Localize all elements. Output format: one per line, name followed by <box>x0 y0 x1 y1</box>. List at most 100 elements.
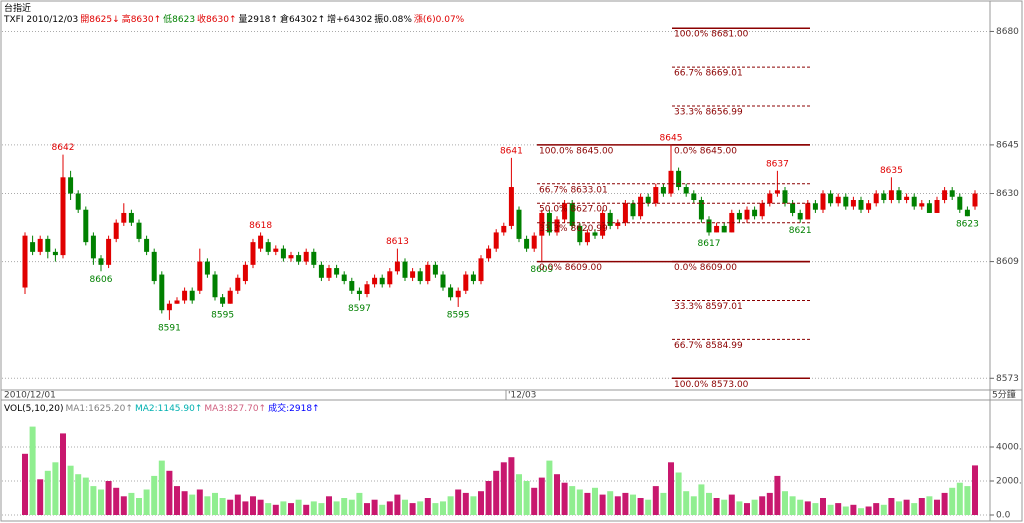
info-item: MA1:1625.20↑ <box>65 404 133 414</box>
candle-body <box>106 238 112 265</box>
volume-bar <box>394 494 401 515</box>
volume-bar <box>698 484 705 515</box>
info-item: 量2918↑ <box>238 15 278 25</box>
volume-bar <box>934 499 940 515</box>
candle-body <box>83 209 89 243</box>
fib-label: 0.0% 8645.00 <box>674 146 737 156</box>
volume-bar <box>333 501 340 515</box>
volume-bar <box>516 474 522 515</box>
volume-bar <box>614 496 621 515</box>
high-label: 8642 <box>52 143 75 153</box>
volume-bar <box>842 506 849 515</box>
y-tick-label: 8630 <box>996 189 1019 199</box>
volume-bar <box>37 479 44 515</box>
volume-bar <box>538 477 545 515</box>
candle-body <box>45 238 51 252</box>
volume-bar <box>462 492 469 515</box>
candle-body <box>182 290 188 301</box>
volume-bar <box>234 494 241 515</box>
info-item: TXFI 2010/12/03 <box>4 15 79 25</box>
candle-body <box>782 190 788 204</box>
candle-body <box>584 232 590 243</box>
candle-body <box>60 177 66 256</box>
volume-bar <box>766 492 773 515</box>
volume-bar <box>440 501 446 515</box>
candle-body <box>37 238 43 252</box>
volume-bar <box>858 508 864 515</box>
volume-bar <box>493 470 500 515</box>
info-item: 低8623 <box>163 15 196 25</box>
volume-bar <box>98 489 104 515</box>
candle-body <box>227 290 233 304</box>
volume-bar <box>341 498 348 515</box>
candle-body <box>866 203 872 210</box>
volume-bar <box>675 472 682 515</box>
y-tick-label: 8609 <box>996 257 1019 267</box>
volume-bar <box>713 498 720 515</box>
volume-bar <box>576 489 583 515</box>
candle-body <box>448 287 454 298</box>
volume-bar <box>500 462 507 515</box>
volume-bar <box>972 465 978 515</box>
volume-bar <box>295 499 302 515</box>
candle-body <box>220 297 226 304</box>
candle-body <box>835 196 841 204</box>
candle-body <box>478 258 484 282</box>
candle-body <box>235 277 241 291</box>
candle-body <box>144 238 150 252</box>
candle-body <box>486 248 492 259</box>
volume-bar <box>90 486 97 515</box>
candle-body <box>736 212 742 220</box>
volume-bar <box>759 496 766 515</box>
info-item: 收8630↑ <box>197 15 237 25</box>
volume-bar <box>60 433 66 515</box>
fib-label: 66.7% 8633.01 <box>539 185 608 195</box>
candle-body <box>850 200 856 207</box>
volume-bar <box>181 491 188 515</box>
candle-body <box>615 222 621 226</box>
volume-bar <box>105 481 112 515</box>
volume-bar <box>812 503 819 515</box>
fib-label: 66.7% 8669.01 <box>674 69 743 79</box>
high-label: 8645 <box>660 133 683 143</box>
candle-body <box>425 264 431 282</box>
low-label: 8591 <box>158 323 181 333</box>
volume-bar <box>736 501 743 515</box>
candle-body <box>774 190 780 194</box>
volume-bar <box>820 498 826 515</box>
volume-bar <box>386 501 393 515</box>
volume-bar <box>227 499 234 515</box>
volume-bar <box>774 475 781 515</box>
volume-bar <box>478 491 484 515</box>
candle-body <box>410 271 416 278</box>
volume-bar <box>128 492 135 515</box>
fib-label: 0.0% 8609.00 <box>539 263 602 273</box>
volume-bar <box>903 499 910 515</box>
fib-label: 50.0% 8627.00 <box>539 205 608 215</box>
volume-bar <box>645 499 652 515</box>
fib-label: 100.0% 8645.00 <box>539 146 614 156</box>
volume-bar <box>683 491 690 515</box>
candle-body <box>296 255 302 262</box>
volume-bar <box>189 494 196 515</box>
volume-bar <box>120 496 127 515</box>
low-label: 8623 <box>956 220 979 230</box>
volume-bar <box>652 486 659 515</box>
candle-body <box>516 209 522 239</box>
volume-bar <box>424 498 431 515</box>
volume-bar <box>523 481 530 515</box>
candle-body <box>258 235 264 249</box>
volume-bar <box>721 499 728 515</box>
volume-bar <box>630 494 636 515</box>
volume-bar <box>797 499 804 515</box>
volume-bar <box>136 498 142 515</box>
high-label: 8618 <box>249 221 272 231</box>
volume-bar <box>379 504 386 515</box>
candle-body <box>676 170 682 188</box>
volume-bar <box>607 491 614 515</box>
candle-body <box>174 300 180 304</box>
volume-bar <box>728 494 735 515</box>
candle-body <box>698 200 704 220</box>
volume-bar <box>660 492 667 515</box>
low-label: 8617 <box>698 239 721 249</box>
